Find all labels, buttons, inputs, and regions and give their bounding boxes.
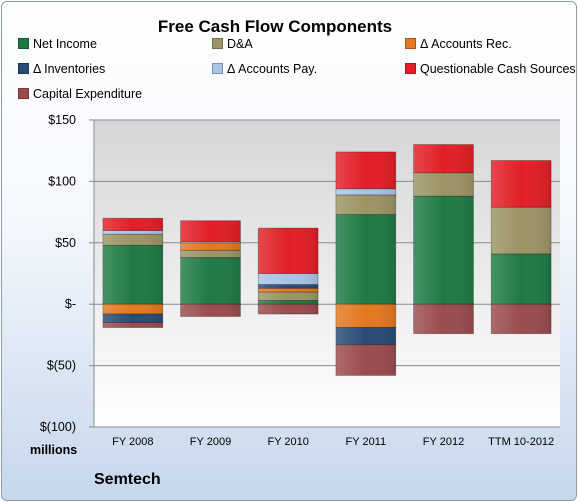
bar-segment-shading xyxy=(180,241,241,243)
bar-segment-shading xyxy=(180,220,241,242)
x-tick-label: TTM 10-2012 xyxy=(488,436,554,448)
bar-segment-shading xyxy=(180,242,241,251)
bar-segment-shading xyxy=(258,304,319,315)
y-tick-label: $100 xyxy=(48,174,76,188)
legend-item: Questionable Cash Sources xyxy=(405,62,576,76)
bar-segment-shading xyxy=(180,257,241,305)
x-tick-label: FY 2012 xyxy=(423,436,464,448)
legend-item: Net Income xyxy=(18,37,97,51)
legend-item: D&A xyxy=(212,37,253,51)
bar-segment-shading xyxy=(258,300,319,305)
x-tick-label: FY 2010 xyxy=(267,436,308,448)
bar-segment-shading xyxy=(413,144,474,173)
bar-segment-shading xyxy=(258,284,319,289)
bar-segment-shading xyxy=(258,288,319,292)
y-tick-label: $(50) xyxy=(47,359,76,373)
legend-swatch xyxy=(212,63,223,74)
bar-segment-shading xyxy=(180,304,241,317)
legend-label: Questionable Cash Sources xyxy=(420,62,576,76)
bar-segment-shading xyxy=(491,160,552,208)
legend-swatch xyxy=(405,38,416,49)
bar-segment-shading xyxy=(102,245,163,305)
bar-segment-shading xyxy=(413,304,474,334)
bar-segment-shading xyxy=(102,322,163,328)
y-tick-label: $150 xyxy=(48,113,76,127)
bar-segment-shading xyxy=(258,273,319,285)
bar-segment-shading xyxy=(258,228,319,274)
company-name: Semtech xyxy=(94,471,161,488)
legend-swatch xyxy=(18,63,29,74)
bar-segment-shading xyxy=(491,207,552,254)
bar-segment-shading xyxy=(180,250,241,258)
legend-label: Δ Inventories xyxy=(33,62,106,76)
bar-segment-shading xyxy=(491,253,552,305)
x-tick-label: FY 2008 xyxy=(112,436,153,448)
units-label: millions xyxy=(30,443,78,457)
bar-segment-shading xyxy=(335,304,396,328)
bar-segment-shading xyxy=(413,196,474,305)
legend-item: Δ Accounts Rec. xyxy=(405,37,512,51)
bar-segment-shading xyxy=(102,304,163,315)
bar-segment-shading xyxy=(102,218,163,231)
bar-segment-shading xyxy=(335,214,396,305)
legend-label: Δ Accounts Rec. xyxy=(420,37,512,51)
legend-item: Capital Expenditure xyxy=(18,87,142,101)
legend-swatch xyxy=(18,38,29,49)
legend-label: Δ Accounts Pay. xyxy=(227,62,318,76)
legend-item: Δ Accounts Pay. xyxy=(212,62,317,76)
bar-segment-shading xyxy=(102,314,163,323)
y-tick-label: $50 xyxy=(55,236,76,250)
legend-label: D&A xyxy=(227,37,253,51)
bar-segment-shading xyxy=(335,327,396,345)
legend-label: Net Income xyxy=(33,37,97,51)
legend-swatch xyxy=(212,38,223,49)
chart-title: Free Cash Flow Components xyxy=(157,17,393,36)
bar-segment-shading xyxy=(335,151,396,189)
legend-swatch xyxy=(405,63,416,74)
bar-segment-shading xyxy=(335,188,396,195)
y-tick-label: $- xyxy=(65,297,76,311)
bar-segment-shading xyxy=(335,194,396,215)
bar-segment-shading xyxy=(335,344,396,376)
bar-segment-shading xyxy=(102,230,163,235)
bar-segment-shading xyxy=(102,234,163,246)
bar-segment-shading xyxy=(413,172,474,197)
legend-swatch xyxy=(18,88,29,99)
legend-label: Capital Expenditure xyxy=(33,87,143,101)
y-tick-label: $(100) xyxy=(40,420,76,434)
x-tick-label: FY 2009 xyxy=(190,436,231,448)
x-tick-label: FY 2011 xyxy=(346,436,387,448)
plot-area xyxy=(94,120,560,427)
bar-segment-shading xyxy=(258,291,319,301)
chart-legend: Net Income D&A Δ Accounts Rec. Δ Inventorie… xyxy=(0,0,578,110)
bar-segment-shading xyxy=(491,304,552,334)
legend-item: Δ Inventories xyxy=(18,62,105,76)
